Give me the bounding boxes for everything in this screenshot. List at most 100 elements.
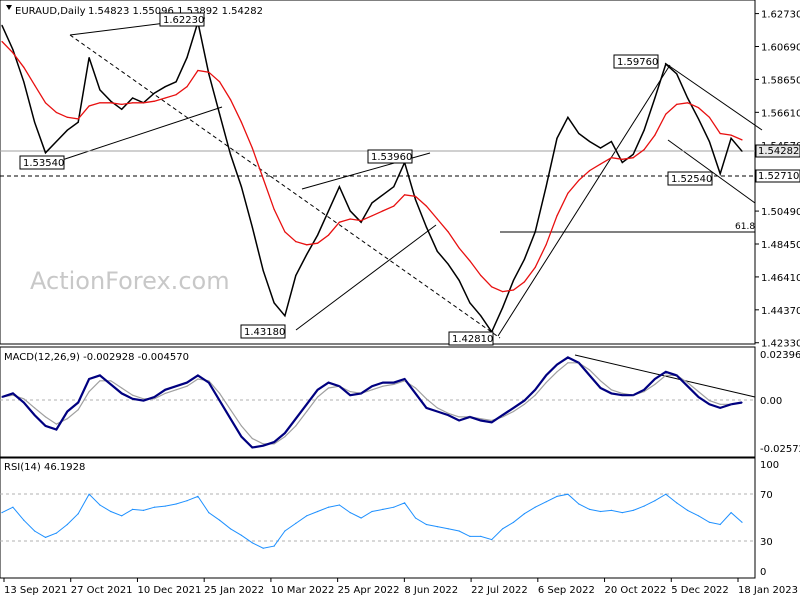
macd-signal-point <box>393 383 395 385</box>
macd-point <box>12 392 14 394</box>
macd-point <box>306 403 308 405</box>
rsi-point <box>708 521 711 523</box>
macd-point <box>393 382 395 384</box>
ema-point <box>425 205 427 207</box>
macd-signal-point <box>697 391 700 393</box>
macd-signal-point <box>371 389 373 391</box>
rsi-point <box>697 515 700 517</box>
macd-signal-point <box>708 400 711 402</box>
macd-point <box>676 374 678 376</box>
macd-point <box>512 407 515 409</box>
rsi-point <box>349 511 351 514</box>
price-point <box>632 153 634 155</box>
rsi-point <box>240 534 242 536</box>
price-label-low-1: 1.53540 <box>19 155 65 170</box>
macd-point <box>219 400 221 402</box>
macd-signal-point <box>512 410 515 413</box>
ema-point <box>240 121 242 123</box>
ema-point <box>110 102 112 104</box>
macd-point <box>229 418 232 420</box>
x-tick-label: 6 Sep 2022 <box>538 585 595 596</box>
rsi-point <box>327 506 330 508</box>
ema-point <box>66 116 68 118</box>
macd-signal-point <box>219 392 221 394</box>
macd-point <box>382 382 384 384</box>
price-point <box>502 307 504 309</box>
macd-signal-point <box>425 398 427 400</box>
rsi-point <box>110 510 112 513</box>
macd-signal-point <box>197 378 199 380</box>
macd-point <box>436 410 438 413</box>
ema-point <box>545 244 547 246</box>
macd-signal-point <box>556 371 558 373</box>
ema-point <box>436 218 438 220</box>
macd-point <box>404 378 406 380</box>
macd-point <box>153 396 155 398</box>
ema-point <box>77 118 79 120</box>
ema-point <box>578 179 580 181</box>
price-point <box>567 116 569 118</box>
ema-point <box>164 97 166 99</box>
macd-signal-point <box>88 391 90 393</box>
macd-point <box>295 418 297 420</box>
price-point <box>425 226 427 228</box>
ema-point <box>534 266 536 268</box>
macd-signal-point <box>610 389 613 391</box>
price-point <box>697 118 700 120</box>
price-point <box>12 49 14 51</box>
rsi-point <box>197 495 199 497</box>
price-point <box>512 279 515 281</box>
price-point <box>284 315 286 317</box>
price-point <box>621 161 623 164</box>
rsi-point <box>164 505 166 507</box>
macd-point <box>730 403 732 405</box>
macd-point <box>251 446 253 449</box>
price-point <box>208 73 210 75</box>
price-point <box>719 173 721 175</box>
rsi-point <box>599 510 602 513</box>
x-tick-label: 27 Oct 2021 <box>71 585 133 596</box>
macd-point <box>132 398 134 400</box>
rsi-header: RSI(14) 46.1928 <box>4 462 85 473</box>
ema-point <box>567 192 569 194</box>
macd-point <box>273 441 275 443</box>
rsi-point <box>360 517 362 519</box>
ema-point <box>219 81 221 83</box>
x-tick-label: 10 Mar 2022 <box>271 585 334 596</box>
rsi-point <box>77 513 79 515</box>
macd-point <box>208 382 210 384</box>
support-price-value: 1.52710 <box>758 171 799 182</box>
macd-signal-point <box>665 374 667 376</box>
macd-point <box>480 419 482 422</box>
price-point <box>458 279 460 281</box>
price-point <box>447 263 449 265</box>
price-point <box>327 210 330 212</box>
x-tick-label: 20 Oct 2022 <box>605 585 667 596</box>
price-point <box>306 253 308 256</box>
price-y-tick-label: 1.62730 <box>761 10 800 21</box>
macd-signal-point <box>327 387 330 389</box>
price-point <box>219 113 221 115</box>
macd-signal-point <box>599 380 602 382</box>
ema-point <box>502 291 504 293</box>
ema-point <box>88 105 90 107</box>
macd-tick: 0.00 <box>760 396 782 407</box>
dropdown-arrow-icon[interactable] <box>6 5 12 10</box>
macd-panel: MACD(12,26,9) -0.002928 -0.004570 0.0239… <box>0 346 800 458</box>
price-header-symbol: EURAUD,Daily <box>15 6 86 17</box>
macd-point <box>697 396 700 398</box>
macd-signal-point <box>414 387 417 389</box>
macd-signal-point <box>229 409 232 411</box>
x-tick-label: 22 Jul 2022 <box>471 585 528 596</box>
rsi-point <box>676 502 678 504</box>
rsi-point <box>447 528 449 530</box>
rsi-point <box>719 523 721 526</box>
price-point <box>643 129 645 131</box>
ema-point <box>447 231 449 233</box>
rsi-point <box>687 509 689 511</box>
price-point <box>262 270 264 272</box>
rsi-point <box>306 515 308 517</box>
macd-point <box>621 394 623 396</box>
price-point <box>371 202 373 204</box>
macd-header: MACD(12,26,9) -0.002928 -0.004570 <box>4 352 189 363</box>
